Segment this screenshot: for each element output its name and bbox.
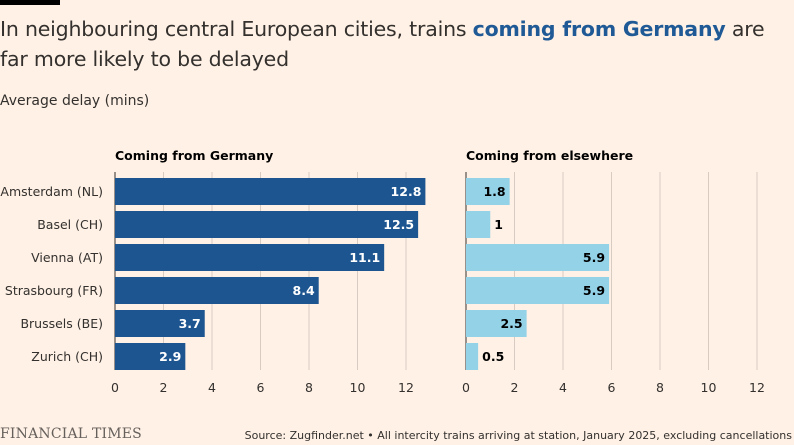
category-label-0: Amsterdam (NL)	[0, 184, 103, 199]
title-highlight: coming from Germany	[472, 17, 726, 41]
x-tick-germany-2: 2	[160, 380, 168, 395]
value-label-elsewhere-5: 0.5	[482, 349, 504, 364]
x-tick-elsewhere-12: 12	[749, 380, 765, 395]
value-label-germany-2: 11.1	[349, 250, 380, 265]
x-tick-elsewhere-4: 4	[559, 380, 567, 395]
bar-germany-4	[115, 310, 205, 337]
bar-germany-5	[115, 343, 186, 370]
title-part-2: are far more likely to be delayed	[0, 17, 765, 71]
category-label-5: Zurich (CH)	[31, 349, 103, 364]
category-label-4: Brussels (BE)	[20, 316, 103, 331]
x-tick-germany-4: 4	[208, 380, 216, 395]
brand-bar	[0, 0, 60, 5]
x-tick-elsewhere-2: 2	[511, 380, 519, 395]
x-tick-germany-8: 8	[305, 380, 313, 395]
panel-title-germany: Coming from Germany	[115, 148, 273, 163]
bar-germany-2	[115, 244, 385, 271]
title-part-1: In neighbouring central European cities,…	[0, 17, 473, 41]
x-tick-germany-0: 0	[111, 380, 119, 395]
x-tick-elsewhere-0: 0	[462, 380, 470, 395]
bar-elsewhere-5	[466, 343, 479, 370]
value-label-germany-5: 2.9	[159, 349, 181, 364]
bar-elsewhere-2	[466, 244, 610, 271]
panel-title-elsewhere: Coming from elsewhere	[466, 148, 633, 163]
bar-elsewhere-3	[466, 277, 610, 304]
x-tick-germany-6: 6	[257, 380, 265, 395]
chart-title: In neighbouring central European cities,…	[0, 14, 790, 74]
category-label-3: Strasbourg (FR)	[5, 283, 103, 298]
bar-elsewhere-4	[466, 310, 527, 337]
source-note: Source: Zugfinder.net • All intercity tr…	[244, 429, 792, 442]
value-label-elsewhere-3: 5.9	[583, 283, 605, 298]
bar-germany-0	[115, 178, 426, 205]
value-label-germany-3: 8.4	[293, 283, 315, 298]
bar-elsewhere-1	[466, 211, 491, 238]
value-label-elsewhere-1: 1	[494, 217, 503, 232]
ft-logo: FINANCIAL TIMES	[0, 426, 142, 442]
x-tick-germany-10: 10	[350, 380, 366, 395]
category-label-1: Basel (CH)	[37, 217, 103, 232]
bar-elsewhere-0	[466, 178, 510, 205]
value-label-elsewhere-2: 5.9	[583, 250, 605, 265]
x-tick-germany-12: 12	[398, 380, 414, 395]
x-tick-elsewhere-6: 6	[608, 380, 616, 395]
x-tick-elsewhere-8: 8	[656, 380, 664, 395]
value-label-germany-0: 12.8	[391, 184, 422, 199]
x-tick-elsewhere-10: 10	[701, 380, 717, 395]
value-label-germany-1: 12.5	[383, 217, 414, 232]
value-label-elsewhere-0: 1.8	[483, 184, 505, 199]
value-label-germany-4: 3.7	[179, 316, 201, 331]
value-label-elsewhere-4: 2.5	[500, 316, 522, 331]
chart-subtitle: Average delay (mins)	[0, 93, 150, 109]
bar-germany-3	[115, 277, 319, 304]
category-label-2: Vienna (AT)	[31, 250, 103, 265]
bar-germany-1	[115, 211, 419, 238]
